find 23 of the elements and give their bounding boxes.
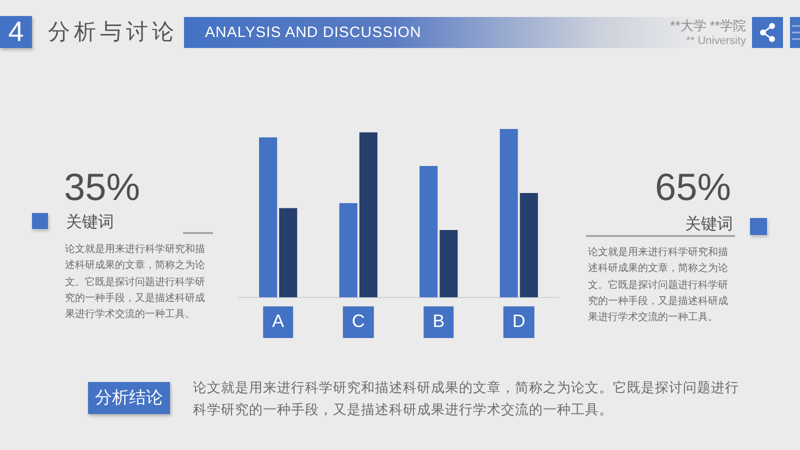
bar <box>500 129 518 298</box>
bar <box>359 132 378 298</box>
text: 论文就是用来进行科学研究和描述科研成果的文章，简称之为论文。它既是探讨问题进行科学研究的一种手段，又是描述科研成果进行学术交流的一种工具。 <box>193 379 740 419</box>
text: **大学 **学院 <box>670 18 746 34</box>
x-tick-label: B <box>432 311 445 332</box>
text: 35% <box>64 167 140 209</box>
text: 关键词 <box>66 213 114 233</box>
text: 论文就是用来进行科学研究和描述科研成果的文章，简称之为论文。它既是探讨问题进行科学研究的一种手段，又是描述科研成果进行学术交流的一种工具。 <box>588 246 729 326</box>
bar <box>279 208 298 298</box>
text: ** University <box>686 34 746 48</box>
x-tick-label: A <box>272 311 284 332</box>
bar <box>339 203 358 298</box>
text: 关键词 <box>685 215 733 235</box>
x-tick-label: C <box>352 311 365 332</box>
text: 论文就是用来进行科学研究和描述科研成果的文章，简称之为论文。它既是探讨问题进行科学研究的一种手段，又是描述科研成果进行学术交流的一种工具。 <box>65 242 206 322</box>
chart-title: 分析与讨论 <box>48 18 178 46</box>
x-tick-label: D <box>512 311 526 332</box>
bar <box>520 192 538 298</box>
bar <box>420 166 438 298</box>
bar <box>440 230 458 298</box>
bar <box>259 137 278 298</box>
chart-subtitle: ANALYSIS AND DISCUSSION <box>205 23 422 43</box>
text: 65% <box>655 167 732 209</box>
